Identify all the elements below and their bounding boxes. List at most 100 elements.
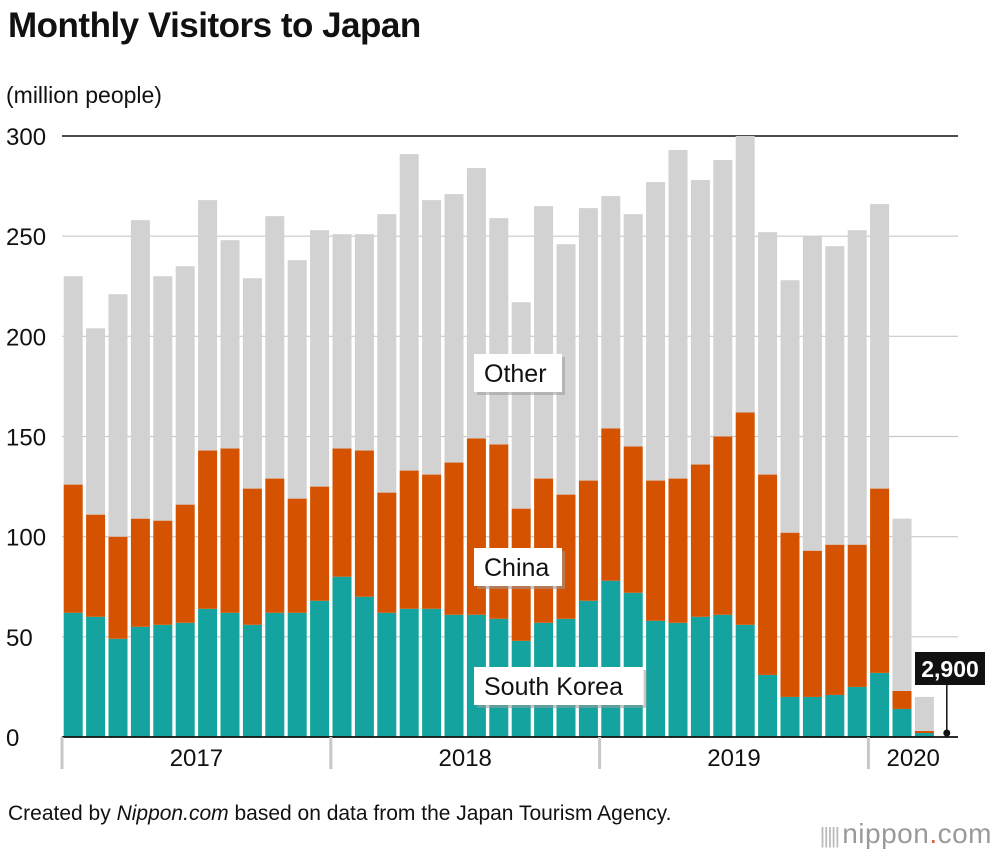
source-note: Created by Nippon.com based on data from… bbox=[8, 800, 728, 828]
bar-south-korea-2019-12 bbox=[847, 686, 867, 737]
bar-other-2019-07 bbox=[735, 136, 755, 413]
bar-china-2017-06 bbox=[175, 504, 195, 623]
bar-china-2018-08 bbox=[489, 444, 509, 619]
bar-south-korea-2017-09 bbox=[242, 624, 262, 737]
bar-china-2017-03 bbox=[108, 536, 128, 639]
x-year-label: 2019 bbox=[707, 745, 760, 772]
bar-china-2018-02 bbox=[354, 450, 374, 597]
series-label-china: China bbox=[484, 554, 549, 582]
brand-name: nippon bbox=[842, 818, 930, 849]
series-label-box bbox=[474, 667, 644, 705]
bar-china-2019-02 bbox=[623, 446, 643, 593]
annotation-dot bbox=[943, 729, 951, 737]
y-tick-label: 0 bbox=[6, 725, 19, 752]
bar-south-korea-2018-05 bbox=[422, 608, 442, 737]
bar-south-korea-2018-03 bbox=[377, 612, 397, 737]
bar-other-2018-09 bbox=[511, 302, 531, 509]
bar-other-2019-11 bbox=[825, 246, 845, 545]
bar-south-korea-2019-04 bbox=[668, 622, 688, 737]
bar-china-2017-02 bbox=[86, 514, 106, 617]
bar-south-korea-2019-01 bbox=[601, 580, 621, 737]
bar-china-2017-12 bbox=[310, 486, 330, 601]
bar-china-2019-04 bbox=[668, 478, 688, 623]
bar-china-2017-08 bbox=[220, 448, 240, 613]
bar-china-2020-03 bbox=[914, 730, 934, 733]
bar-other-2017-07 bbox=[198, 200, 218, 451]
brand-dot: . bbox=[929, 818, 938, 849]
bar-china-2017-07 bbox=[198, 450, 218, 609]
bar-south-korea-2017-12 bbox=[310, 600, 330, 737]
bar-south-korea-2018-01 bbox=[332, 576, 352, 737]
bar-south-korea-2019-10 bbox=[802, 696, 822, 737]
bar-china-2018-05 bbox=[422, 474, 442, 609]
annotation-value: 2,900 bbox=[921, 656, 979, 682]
y-tick-label: 150 bbox=[6, 425, 46, 452]
bar-other-2019-08 bbox=[758, 232, 778, 475]
bar-other-2017-06 bbox=[175, 266, 195, 505]
bar-china-2019-03 bbox=[646, 480, 666, 621]
bar-south-korea-2019-08 bbox=[758, 674, 778, 737]
source-name: Nippon.com bbox=[116, 802, 229, 825]
bar-other-2019-10 bbox=[802, 236, 822, 551]
bar-china-2018-04 bbox=[399, 470, 419, 609]
bar-other-2017-05 bbox=[153, 276, 173, 521]
bar-china-2017-11 bbox=[287, 498, 307, 613]
bar-south-korea-2019-09 bbox=[780, 696, 800, 737]
bar-south-korea-2017-10 bbox=[265, 612, 285, 737]
bar-other-2018-07 bbox=[466, 168, 486, 439]
x-year-label: 2018 bbox=[439, 745, 492, 772]
bar-other-2019-05 bbox=[690, 180, 710, 465]
x-year-label: 2020 bbox=[887, 745, 940, 772]
bar-south-korea-2019-07 bbox=[735, 624, 755, 737]
bar-other-2017-08 bbox=[220, 240, 240, 449]
bar-other-2019-12 bbox=[847, 230, 867, 545]
bar-south-korea-2017-06 bbox=[175, 622, 195, 737]
bar-china-2017-05 bbox=[153, 520, 173, 625]
bar-china-2017-04 bbox=[130, 518, 150, 627]
bar-other-2017-03 bbox=[108, 294, 128, 537]
bar-china-2020-01 bbox=[870, 488, 890, 673]
bar-other-2018-03 bbox=[377, 214, 397, 493]
y-tick-label: 250 bbox=[6, 224, 46, 251]
bar-south-korea-2020-02 bbox=[892, 708, 912, 737]
bar-south-korea-2017-01 bbox=[63, 612, 83, 737]
bar-south-korea-2020-01 bbox=[870, 672, 890, 737]
source-prefix: Created by bbox=[8, 802, 117, 825]
bar-other-2018-08 bbox=[489, 218, 509, 445]
bar-south-korea-2019-05 bbox=[690, 616, 710, 737]
bar-south-korea-2017-02 bbox=[86, 616, 106, 737]
bar-other-2018-06 bbox=[444, 194, 464, 463]
y-tick-label: 300 bbox=[6, 124, 46, 151]
bar-other-2018-04 bbox=[399, 154, 419, 471]
bar-other-2020-03 bbox=[914, 696, 934, 731]
bar-china-2018-06 bbox=[444, 462, 464, 615]
bar-other-2019-02 bbox=[623, 214, 643, 447]
bar-other-2019-09 bbox=[780, 280, 800, 533]
bar-china-2020-02 bbox=[892, 690, 912, 709]
bar-other-2018-01 bbox=[332, 234, 352, 449]
bar-china-2019-09 bbox=[780, 532, 800, 697]
y-tick-label: 100 bbox=[6, 525, 46, 552]
bar-other-2017-04 bbox=[130, 220, 150, 519]
bar-south-korea-2019-11 bbox=[825, 694, 845, 737]
bar-china-2019-01 bbox=[601, 428, 621, 581]
bar-other-2018-05 bbox=[422, 200, 442, 475]
bar-china-2019-06 bbox=[713, 436, 733, 615]
bar-south-korea-2017-05 bbox=[153, 624, 173, 737]
bar-china-2018-03 bbox=[377, 492, 397, 613]
bar-south-korea-2019-02 bbox=[623, 592, 643, 737]
bar-south-korea-2017-04 bbox=[130, 626, 150, 737]
bar-china-2017-01 bbox=[63, 484, 83, 613]
bar-other-2018-02 bbox=[354, 234, 374, 451]
series-label-box bbox=[474, 354, 562, 392]
bar-other-2017-12 bbox=[310, 230, 330, 487]
series-label-box bbox=[474, 548, 562, 586]
bar-other-2020-01 bbox=[870, 204, 890, 489]
bar-other-2017-09 bbox=[242, 278, 262, 489]
bar-other-2017-11 bbox=[287, 260, 307, 499]
bar-south-korea-2017-08 bbox=[220, 612, 240, 737]
bar-south-korea-2017-07 bbox=[198, 608, 218, 737]
bar-other-2019-01 bbox=[601, 196, 621, 429]
series-label-south-korea: South Korea bbox=[484, 673, 623, 701]
